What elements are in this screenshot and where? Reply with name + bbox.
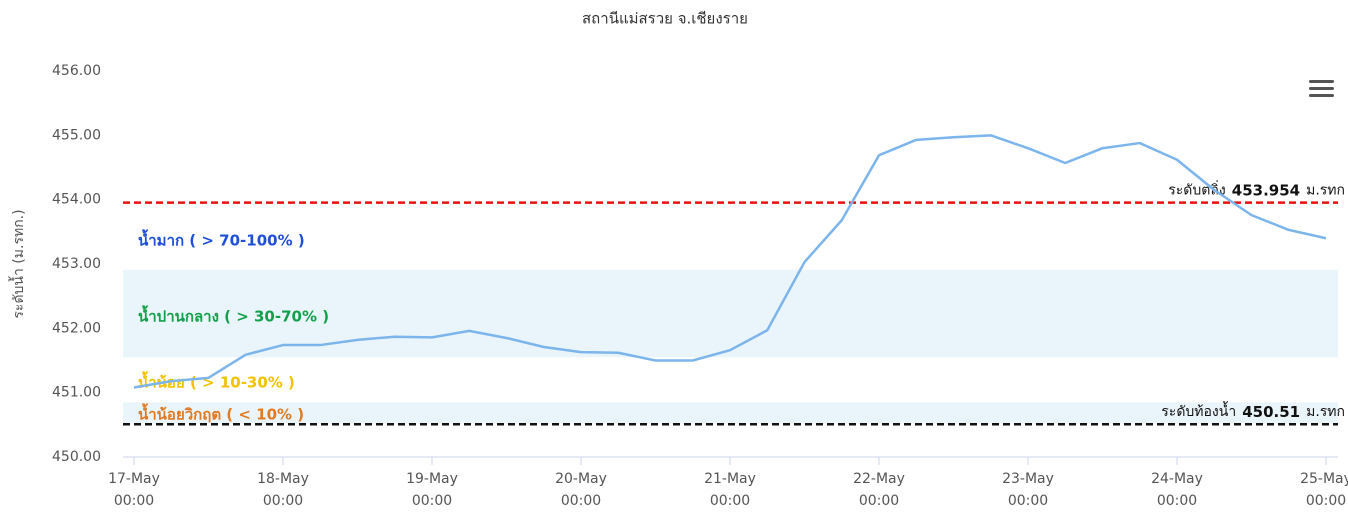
plot-line-name: ระดับท้องน้ำ [1161, 401, 1236, 420]
y-tick-label: 454.00 [52, 192, 101, 208]
plot-line-label: ระดับท้องน้ำ 450.51 ม.รทก [1161, 401, 1345, 421]
y-tick-label: 453.00 [52, 256, 101, 272]
y-tick-label: 456.00 [52, 63, 101, 79]
data-line [133, 134, 1327, 389]
menu-bar[interactable] [1309, 87, 1334, 90]
zone-label: น้ำมาก ( > 70-100% ) [138, 229, 305, 250]
zone-label: น้ำน้อย ( > 10-30% ) [138, 371, 295, 392]
plot-band [123, 269, 1338, 358]
chart-title: สถานีแม่สรวย จ.เชียงราย [582, 10, 748, 28]
x-tick-label: 23-May 00:00 [1002, 471, 1054, 509]
menu-bar[interactable] [1309, 94, 1334, 97]
y-tick-label: 450.00 [52, 449, 101, 465]
x-tick-label: 17-May 00:00 [108, 471, 160, 509]
zone-label: น้ำน้อยวิกฤต ( < 10% ) [138, 403, 304, 424]
plot-line-name: ระดับตลิ่ง [1168, 181, 1226, 199]
x-tick-label: 21-May 00:00 [704, 471, 756, 509]
menu-button[interactable] [1309, 80, 1334, 97]
x-tick-label: 18-May 00:00 [257, 471, 309, 509]
y-tick-label: 455.00 [52, 127, 101, 143]
plot-band [123, 402, 1338, 424]
plot-line-unit: ม.รทก [1306, 404, 1345, 420]
plot-line-unit: ม.รทก [1306, 183, 1345, 199]
y-tick-label: 452.00 [52, 320, 101, 336]
plot-line-label: ระดับตลิ่ง 453.954 ม.รทก [1168, 181, 1345, 200]
plot-line-value: 450.51 [1242, 403, 1300, 421]
x-tick-label: 19-May 00:00 [406, 471, 458, 509]
y-tick-label: 451.00 [52, 385, 101, 401]
zone-label: น้ำปานกลาง ( > 30-70% ) [138, 305, 329, 326]
x-tick-label: 20-May 00:00 [555, 471, 607, 509]
menu-bar[interactable] [1309, 80, 1334, 83]
y-axis-label: ระดับน้ำ (ม.รทก.) [8, 209, 27, 318]
x-tick-label: 24-May 00:00 [1151, 471, 1203, 509]
x-tick-label: 22-May 00:00 [853, 471, 905, 509]
x-tick-label: 25-May 00:00 [1300, 471, 1348, 509]
plot-line-value: 453.954 [1232, 181, 1300, 199]
